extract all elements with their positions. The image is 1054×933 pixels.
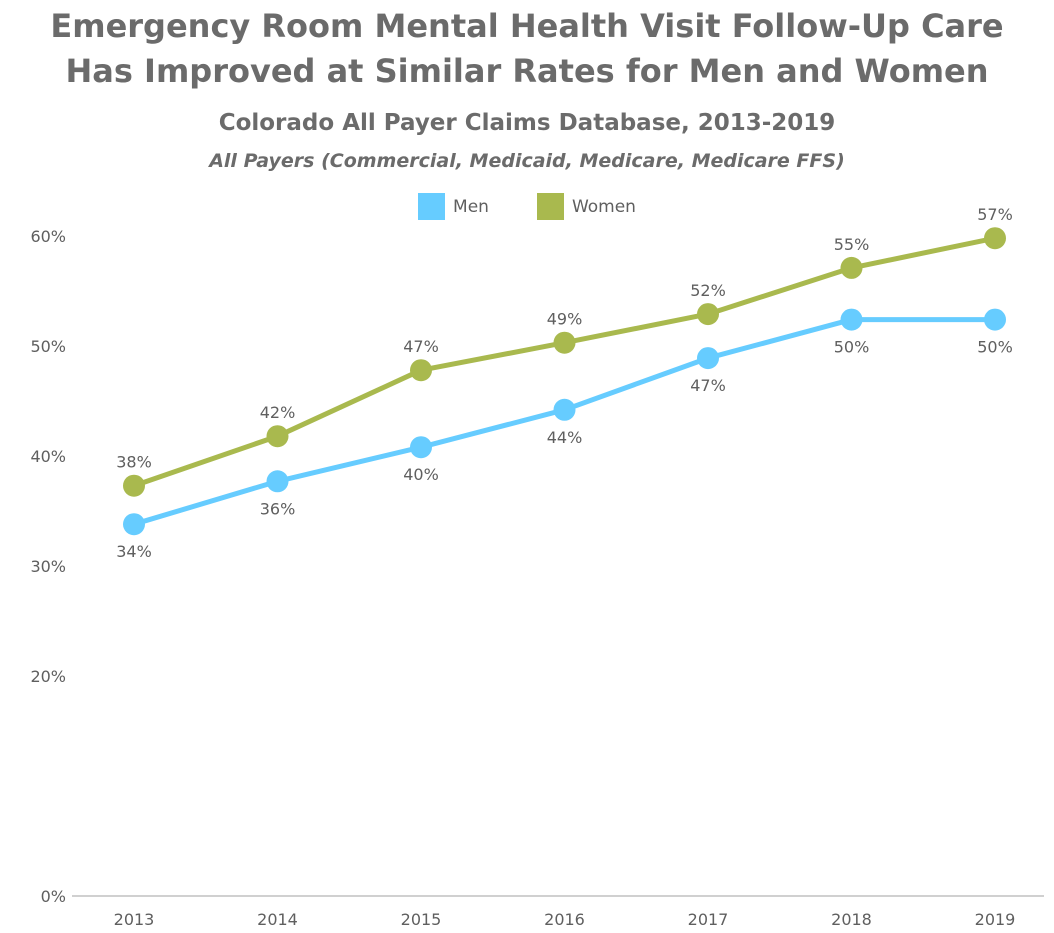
data-label-women: 55% [834,235,870,254]
data-point-men [266,470,289,493]
y-tick-label: 60% [30,227,66,246]
data-point-men [553,398,576,421]
title-line-2: Has Improved at Similar Rates for Men an… [65,52,989,90]
legend-swatch-men [418,193,446,220]
series-line-women [133,235,996,489]
legend-label-men: Men [453,196,489,217]
y-tick-label: 30% [30,557,66,576]
data-point-men [840,308,863,331]
y-tick-label: 50% [30,337,66,356]
legend-swatch-women [536,193,564,220]
data-label-women: 42% [260,403,296,422]
data-label-women: 52% [690,281,726,300]
data-point-women [840,256,863,279]
data-label-men: 36% [260,499,296,518]
legend-item-women: Women [536,193,636,220]
data-label-men: 50% [977,338,1013,357]
data-label-women: 49% [547,310,583,329]
data-label-women: 38% [116,453,152,472]
data-point-men [697,347,719,370]
data-label-women: 57% [977,205,1013,224]
x-tick-label: 2016 [544,910,585,929]
chart-title: Emergency Room Mental Health Visit Follo… [0,4,1054,94]
data-label-men: 34% [116,542,152,561]
data-point-men [410,436,432,459]
x-tick-label: 2019 [975,910,1016,929]
data-point-women [697,303,719,326]
data-label-men: 40% [403,465,439,484]
chart-subtitle-secondary: All Payers (Commercial, Medicaid, Medica… [209,150,845,172]
chart-subtitle: Colorado All Payer Claims Database, 2013… [218,110,836,136]
title-line-1: Emergency Room Mental Health Visit Follo… [50,7,1004,45]
data-point-men [984,308,1006,331]
data-point-women [266,425,289,448]
data-label-men: 47% [690,376,726,395]
x-tick-label: 2013 [114,910,155,929]
data-point-women [553,331,576,354]
legend-label-women: Women [571,196,636,217]
x-tick-label: 2014 [257,910,298,929]
data-point-women [123,474,145,497]
legend-item-men: Men [418,193,489,220]
data-point-women [410,359,432,382]
x-tick-label: 2015 [401,910,442,929]
y-tick-label: 0% [41,887,66,906]
y-tick-label: 20% [30,667,66,686]
data-label-men: 50% [834,338,870,357]
data-label-women: 47% [403,337,439,356]
data-point-men [123,513,145,536]
x-tick-label: 2018 [831,910,872,929]
legend: Men Women [0,193,1054,220]
x-tick-label: 2017 [688,910,729,929]
data-label-men: 44% [547,428,583,447]
y-tick-label: 40% [30,447,66,466]
data-point-women [984,227,1006,250]
